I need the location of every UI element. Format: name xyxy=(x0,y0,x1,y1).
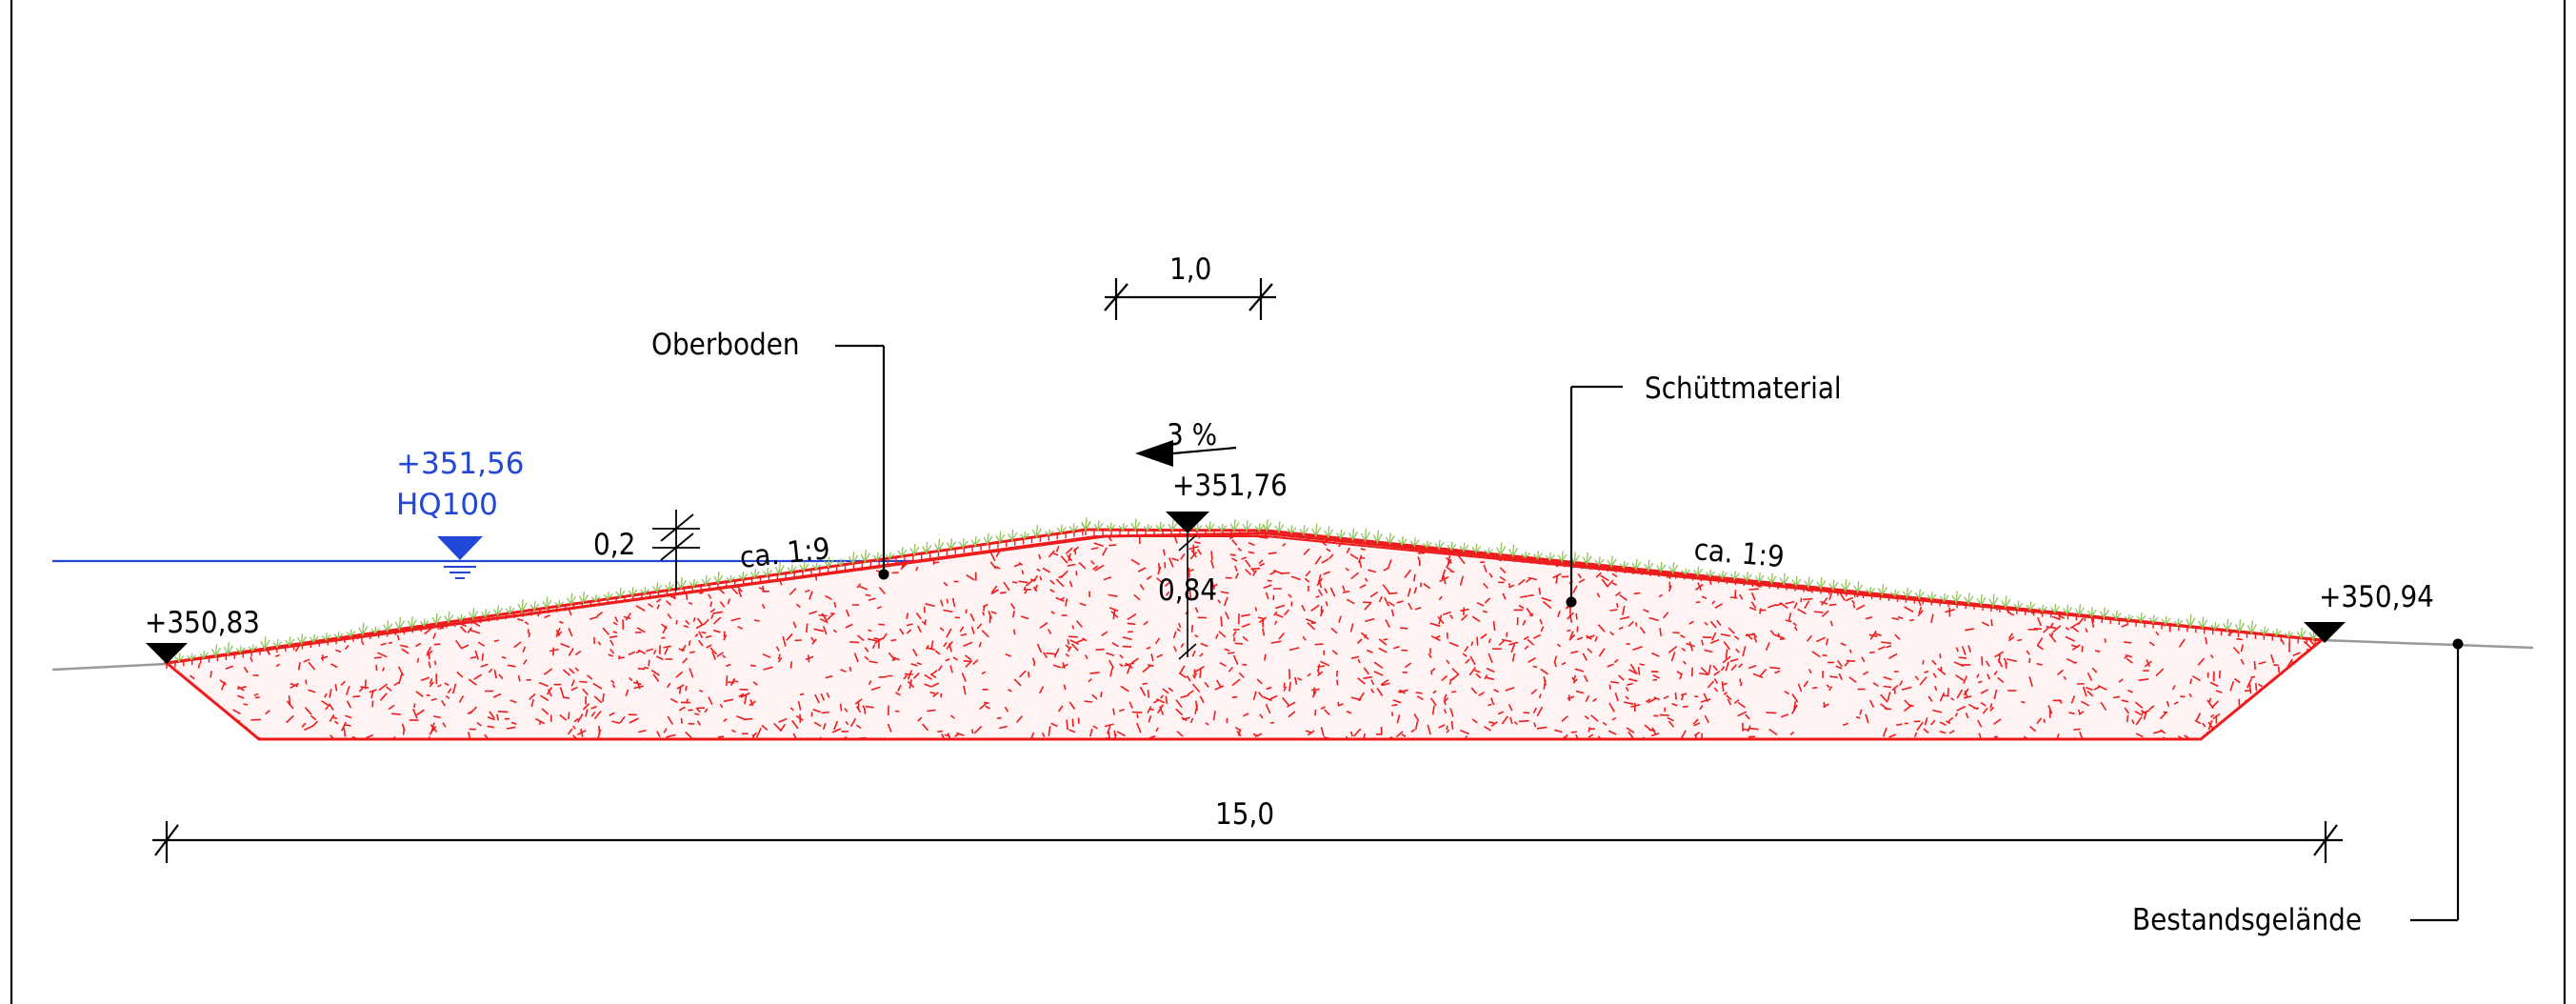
crest-width-label: 1,0 xyxy=(1169,252,1211,287)
level-marker-left xyxy=(146,643,188,664)
left-level-label: +350,83 xyxy=(145,606,260,640)
topsoil-layer xyxy=(166,528,2323,669)
crest-height-label: 0,84 xyxy=(1158,573,1217,608)
bestandsgelaende-leader xyxy=(2410,638,2464,922)
crest-gradient-arrow xyxy=(1135,440,1237,467)
drawing-frame xyxy=(10,0,2566,1004)
crest-level-label: +351,76 xyxy=(1172,469,1288,503)
bestandsgelaende-label: Bestandsgelände xyxy=(2132,903,2362,937)
topsoil-thickness-dimension xyxy=(652,510,700,591)
topsoil-thickness-label: 0,2 xyxy=(593,528,635,562)
oberboden-leader xyxy=(835,344,889,580)
total-width-dimension xyxy=(152,821,2343,863)
level-marker-right xyxy=(2304,622,2346,643)
grass-surface xyxy=(162,517,2319,665)
schuettmaterial-label: Schüttmaterial xyxy=(1645,371,1842,406)
crest-width-dimension xyxy=(1104,278,1276,320)
water-level-symbol xyxy=(437,536,483,579)
level-marker-crest xyxy=(1166,512,1209,533)
hq-name-label: HQ100 xyxy=(396,488,498,522)
oberboden-label: Oberboden xyxy=(651,328,800,362)
right-level-label: +350,94 xyxy=(2319,580,2434,614)
fill-material-core xyxy=(163,532,2326,741)
total-width-label: 15,0 xyxy=(1215,797,1274,832)
hq-level-label: +351,56 xyxy=(396,447,524,481)
topsoil-hatch xyxy=(166,531,2316,669)
crest-gradient-label: 3 % xyxy=(1167,418,1217,452)
schuettmaterial-leader xyxy=(1566,385,1623,608)
crest-height-dimension xyxy=(1178,533,1197,660)
slope-right-label: ca. 1:9 xyxy=(1692,532,1786,574)
